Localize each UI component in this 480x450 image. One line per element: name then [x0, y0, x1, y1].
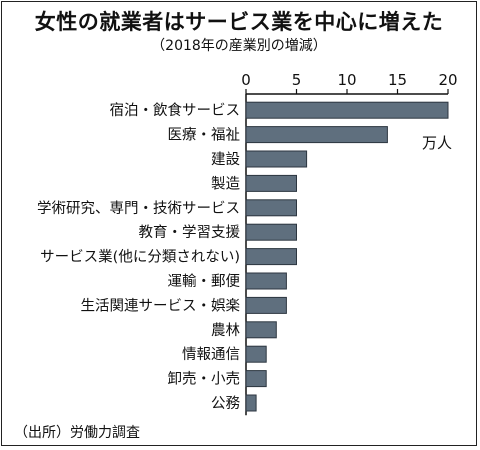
chart-subtitle: （2018年の産業別の増減）: [151, 38, 327, 54]
category-label: 生活関連サービス・娯楽: [81, 297, 241, 314]
category-label: 医療・福祉: [168, 127, 241, 144]
category-label: 教育・学習支援: [139, 224, 241, 241]
bar: [245, 296, 287, 314]
category-label: 卸売・小売: [168, 371, 241, 388]
category-label: 製造: [211, 175, 240, 192]
category-label: 宿泊・飲食サービス: [110, 102, 241, 119]
category-label: 建設: [211, 151, 240, 168]
bar: [245, 199, 297, 217]
bar: [245, 174, 297, 192]
unit-label: 万人: [422, 134, 452, 152]
category-label: サービス業(他に分類されない): [40, 249, 240, 266]
bar: [245, 223, 297, 241]
x-tick-label: 10: [337, 71, 356, 89]
bar: [245, 272, 287, 290]
bar: [245, 394, 257, 412]
x-tick-label: 15: [388, 71, 407, 89]
bar: [245, 345, 267, 363]
bar: [245, 150, 308, 168]
chart-title: 女性の就業者はサービス業を中心に増えた: [34, 10, 444, 34]
bar: [245, 321, 277, 339]
bar: [245, 370, 267, 388]
x-tick-label: 0: [241, 71, 251, 89]
bar: [245, 248, 297, 266]
category-label: 運輸・郵便: [168, 273, 241, 290]
category-label: 学術研究、専門・技術サービス: [37, 200, 240, 217]
x-tick-label: 5: [292, 71, 302, 89]
category-label: 情報通信: [182, 346, 240, 363]
x-tick-label: 20: [438, 71, 457, 89]
source-note: （出所）労働力調査: [14, 425, 140, 441]
category-label: 農林: [211, 322, 240, 339]
category-label: 公務: [211, 395, 240, 412]
bar: [245, 126, 388, 144]
bar: [245, 101, 449, 119]
